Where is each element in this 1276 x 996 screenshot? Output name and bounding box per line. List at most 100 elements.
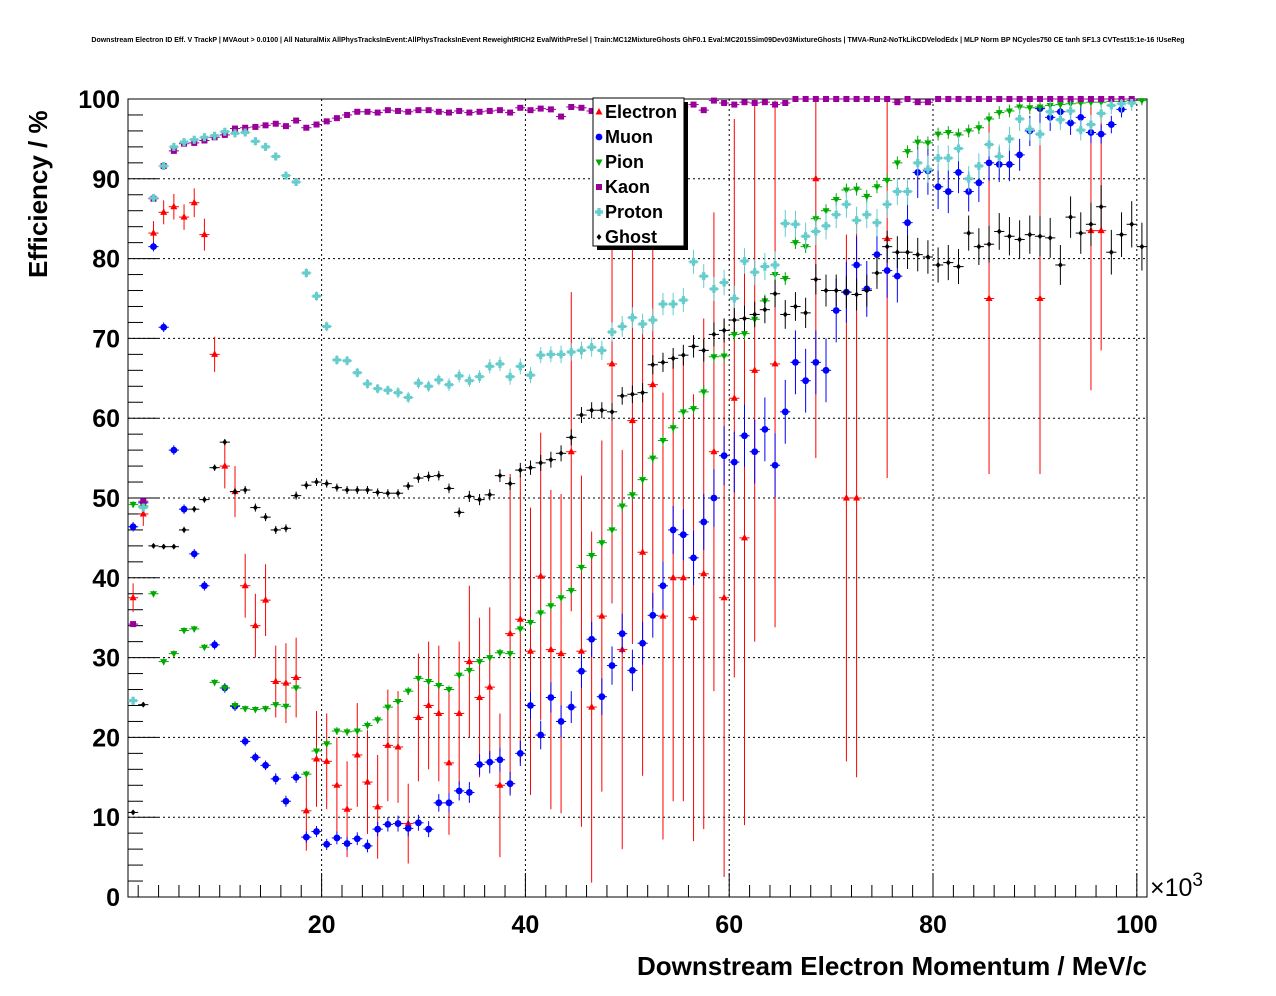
pion-data-point — [219, 684, 230, 692]
kaon-marker — [863, 96, 870, 102]
kaon-marker — [741, 99, 748, 106]
electron-marker — [628, 416, 636, 424]
ghost-marker — [1139, 243, 1145, 250]
electron-data-point — [535, 432, 546, 720]
muon-data-point — [698, 494, 709, 550]
electron-marker — [506, 629, 514, 637]
proton-marker — [220, 127, 229, 136]
ghost-marker — [416, 475, 421, 482]
legend-box — [592, 97, 685, 247]
pion-data-point — [963, 124, 974, 138]
kaon-data-point — [871, 96, 883, 102]
electron-marker — [496, 781, 504, 788]
kaon-marker — [1077, 96, 1084, 102]
electron-data-point — [851, 218, 862, 778]
pion-data-point — [566, 585, 577, 596]
ghost-marker — [426, 473, 432, 480]
muon-marker — [679, 531, 687, 539]
proton-marker — [893, 187, 902, 196]
ghost-data-point — [963, 215, 974, 251]
proton-data-point — [800, 222, 811, 250]
muon-marker — [578, 667, 585, 675]
electron-data-point — [148, 221, 159, 246]
kaon-data-point — [362, 108, 373, 115]
proton-marker — [434, 375, 443, 384]
kaon-data-point — [1045, 96, 1056, 102]
electron-data-point — [484, 607, 495, 767]
proton-marker — [842, 200, 851, 209]
proton-marker — [159, 162, 168, 171]
proton-data-point — [372, 383, 383, 394]
ghost-marker — [894, 249, 900, 256]
electron-data-point — [769, 100, 781, 628]
ghost-marker — [344, 487, 350, 494]
x-tick-label: 80 — [919, 911, 947, 939]
proton-data-point — [678, 288, 689, 313]
ghost-marker — [691, 343, 696, 350]
ghost-marker — [711, 331, 717, 338]
y-axis-title: Efficiency / % — [23, 110, 53, 278]
kaon-data-point — [983, 96, 995, 102]
muon-marker — [975, 179, 983, 187]
muon-marker — [822, 366, 830, 374]
pion-marker — [1036, 104, 1044, 111]
kaon-data-point — [454, 107, 465, 114]
ghost-marker — [242, 487, 248, 494]
electron-marker — [190, 198, 198, 206]
legend-entry-electron: Electron — [595, 102, 677, 122]
electron-marker — [170, 202, 178, 210]
pion-marker — [190, 626, 198, 633]
proton-marker — [424, 382, 433, 391]
ghost-data-point — [1085, 202, 1097, 246]
kaon-data-point — [250, 123, 261, 130]
electron-data-point — [433, 645, 444, 782]
proton-data-point — [128, 696, 139, 705]
proton-marker — [536, 351, 545, 360]
muon-data-point — [270, 773, 281, 785]
pion-marker — [863, 193, 871, 201]
proton-data-point — [912, 149, 923, 177]
muon-marker — [557, 718, 565, 725]
muon-data-point — [637, 621, 648, 665]
proton-data-point — [668, 292, 679, 316]
muon-data-point — [678, 509, 689, 561]
legend-marker-kaon — [596, 184, 602, 190]
electron-data-point — [158, 200, 169, 225]
pion-data-point — [423, 677, 434, 686]
ghost-data-point — [148, 542, 159, 549]
ghost-marker — [619, 392, 625, 399]
pion-marker — [1056, 102, 1064, 109]
proton-data-point — [321, 321, 332, 332]
ghost-data-point — [1075, 212, 1086, 254]
series-muon — [128, 99, 1127, 853]
electron-data-point — [1096, 110, 1107, 351]
pion-marker — [160, 659, 168, 666]
kaon-data-point — [443, 109, 455, 116]
legend-entry-kaon: Kaon — [596, 177, 650, 197]
kaon-data-point — [270, 120, 281, 127]
proton-marker — [1005, 134, 1014, 143]
electron-marker — [740, 533, 748, 541]
proton-data-point — [392, 387, 404, 399]
pion-data-point — [474, 657, 485, 666]
pion-data-point — [994, 106, 1005, 119]
proton-marker — [872, 218, 881, 227]
muon-marker — [180, 505, 188, 513]
legend-label-kaon: Kaon — [605, 177, 650, 197]
proton-marker — [1076, 126, 1085, 135]
muon-data-point — [413, 814, 424, 831]
electron-marker — [537, 572, 545, 579]
x-axis-exponent-base: ×10 — [1150, 874, 1192, 902]
muon-marker — [211, 641, 219, 649]
ghost-marker — [568, 434, 574, 441]
proton-data-point — [994, 144, 1005, 169]
kaon-data-point — [1085, 96, 1097, 102]
proton-marker — [495, 359, 504, 368]
proton-marker — [903, 187, 912, 196]
electron-marker — [659, 612, 667, 619]
ghost-marker — [731, 317, 737, 324]
proton-marker — [699, 272, 708, 281]
x-tick-label: 60 — [715, 911, 743, 939]
proton-marker — [261, 142, 270, 151]
muon-data-point — [606, 646, 618, 685]
